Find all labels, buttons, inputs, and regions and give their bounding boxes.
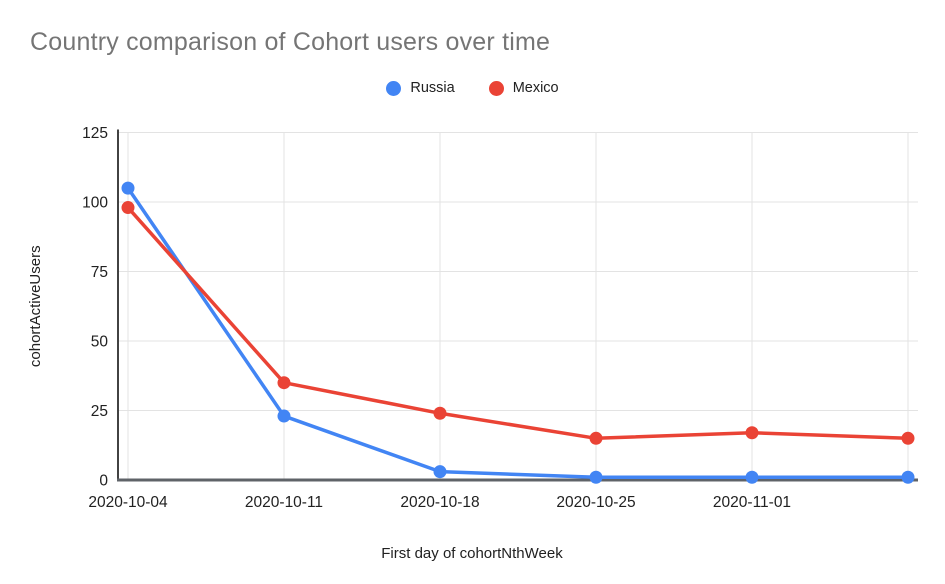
x-tick-label: 2020-10-04 [88,494,168,511]
data-point-marker[interactable] [901,431,915,445]
y-tick-label: 75 [91,264,108,281]
legend-swatch-icon [386,80,402,96]
y-tick-label: 50 [91,334,109,351]
legend-item-mexico[interactable]: Mexico [488,80,559,96]
chart-title: Country comparison of Cohort users over … [30,28,551,56]
y-tick-label: 0 [99,473,108,490]
data-point-marker[interactable] [277,409,291,423]
data-point-marker[interactable] [277,376,291,390]
legend-swatch-icon [488,80,504,96]
series-line [126,205,910,441]
legend-label: Russia [410,80,455,96]
y-tick-label: 25 [91,403,108,420]
series-line [126,186,910,479]
data-point-marker[interactable] [745,470,759,484]
x-tick-label: 2020-11-01 [713,494,791,511]
x-axis-title: First day of cohortNthWeek [381,545,563,562]
x-tick-label: 2020-10-18 [400,494,479,511]
data-point-marker[interactable] [433,406,447,420]
data-point-marker[interactable] [589,470,603,484]
data-point-marker[interactable] [745,426,759,440]
y-tick-label: 125 [82,125,108,142]
x-tick-label: 2020-10-11 [245,494,323,511]
data-point-marker[interactable] [433,465,447,479]
legend-item-russia[interactable]: Russia [386,80,455,96]
data-point-marker[interactable] [121,201,135,215]
legend: Russia Mexico [0,76,945,100]
x-axis-tick-labels: 2020-10-04 2020-10-11 2020-10-18 2020-10-25… [88,494,791,511]
legend-label: Mexico [512,80,559,96]
data-point-marker[interactable] [589,431,603,445]
series-russia [121,181,915,484]
y-tick-label: 100 [82,195,108,212]
gridlines [118,132,918,480]
data-point-marker[interactable] [901,470,915,484]
y-axis-title: cohortActiveUsers [27,245,44,367]
data-point-marker[interactable] [121,181,135,195]
x-tick-label: 2020-10-25 [556,494,635,511]
y-axis-tick-labels: 0 25 50 75 100 125 [82,125,108,490]
series-mexico [121,201,915,445]
